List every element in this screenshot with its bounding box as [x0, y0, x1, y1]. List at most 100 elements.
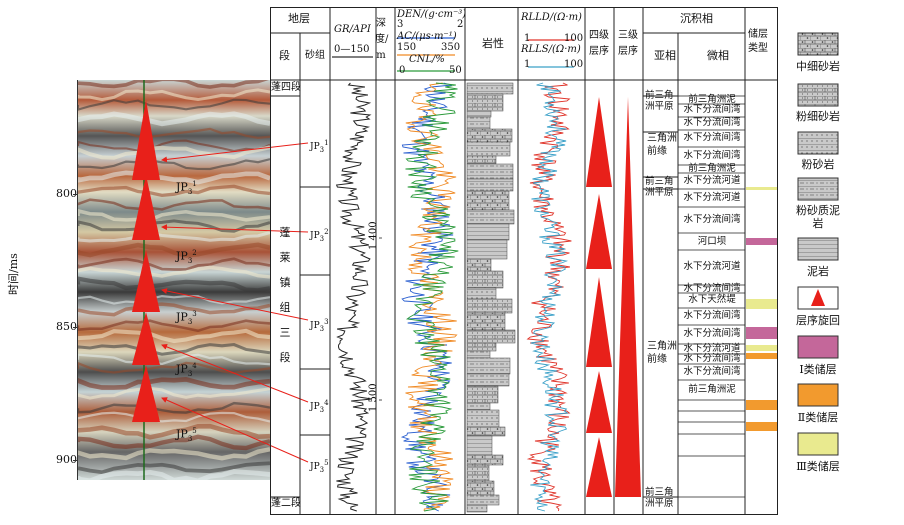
header-rlld-max: 100	[564, 33, 584, 44]
fourth-order-triangle-4	[586, 371, 612, 433]
legend-swatch-silt	[797, 131, 839, 155]
subfacies-4: 三角洲前缘	[647, 341, 677, 365]
stratum-member: 蓬莱镇组三段	[279, 226, 291, 364]
reservoir-type2	[746, 353, 777, 359]
header-rlld: RLLD/(Ω·m)	[521, 12, 582, 23]
header-segment: 段	[279, 49, 290, 62]
lithology-bed	[466, 480, 495, 496]
gr-curve	[335, 82, 372, 512]
legend-label-4: 泥岩	[807, 265, 829, 278]
header-subfacies: 亚相	[654, 49, 676, 62]
microfacies-3: 水下分流间湾	[683, 117, 741, 128]
header-facies: 沉积相	[680, 12, 713, 25]
lithology-bed	[466, 464, 490, 482]
seismic-triangle-1	[132, 100, 160, 180]
log-panel	[270, 7, 778, 515]
seismic-panel	[78, 80, 270, 480]
lithology-bed	[466, 141, 511, 157]
reservoir-type1	[746, 238, 777, 245]
seismic-label-1: JP31	[176, 180, 197, 196]
header-rlls: RLLS/(Ω·m)	[521, 44, 581, 55]
seismic-tick-850: 850	[56, 320, 77, 333]
lithology-bed	[466, 93, 504, 112]
microfacies-9: 水下分流间湾	[683, 214, 741, 225]
seismic-triangle-4	[132, 312, 160, 365]
header-fourth-order: 四级层序	[589, 30, 609, 57]
microfacies-14: 水下分流间湾	[683, 310, 741, 321]
microfacies-11: 水下分流河道	[683, 261, 741, 272]
sand-group-3: JP33	[310, 318, 329, 333]
lithology-bed	[466, 312, 506, 331]
lithology-bed	[466, 402, 491, 411]
header-den: DEN/(g·cm⁻³)	[397, 9, 467, 20]
header-stratum: 地层	[288, 12, 310, 25]
header-gr: GR/API	[334, 24, 371, 35]
legend-swatch-silty-mud	[797, 177, 839, 201]
fourth-order-triangle-3	[586, 277, 612, 367]
microfacies-13: 水下天然堤	[688, 294, 736, 305]
subfacies-3: 前三角洲平原	[645, 176, 674, 198]
microfacies-19: 前三角洲泥	[688, 384, 736, 395]
microfacies-16: 水下分流河道	[683, 343, 741, 354]
lithology-bed	[466, 209, 515, 225]
seismic-image	[78, 80, 270, 480]
lithology-bed	[466, 504, 488, 513]
fourth-order-triangle-2	[586, 194, 612, 269]
fourth-order-triangle-1	[586, 97, 612, 187]
seismic-tick-900: 900	[56, 453, 77, 466]
microfacies-17: 水下分流间湾	[683, 353, 741, 364]
lithology-bed	[466, 223, 510, 241]
tick-mark	[73, 194, 78, 195]
seismic-triangles	[132, 100, 160, 422]
reservoir-type3	[746, 345, 777, 351]
lithology-bed	[466, 329, 516, 344]
lithology-bed	[466, 110, 492, 118]
lithology-bed	[466, 270, 504, 289]
stratum-top: 蓬四段	[271, 82, 301, 93]
reservoir-type1	[746, 327, 777, 339]
microfacies-18: 水下分流间湾	[683, 366, 741, 377]
seismic-label-3: JP33	[176, 310, 197, 326]
reservoir-type2	[746, 422, 777, 431]
lithology-bed	[466, 239, 508, 260]
seismic-label-4: JP34	[176, 362, 197, 378]
legend-label-0: 中细砂岩	[796, 60, 840, 73]
lithology-bed	[466, 82, 514, 95]
header-den-max: 2	[457, 19, 464, 30]
header-reservoir-type: 储层类型	[748, 29, 768, 54]
header-ac-max: 350	[441, 42, 461, 53]
subfacies-2: 三角洲前缘	[647, 133, 677, 157]
lithology-bed	[466, 373, 510, 387]
fourth-order-triangle-5	[586, 437, 612, 497]
legend-swatch-type1	[797, 335, 839, 359]
third-order-triangle	[615, 97, 641, 497]
subfacies-5: 前三角洲平原	[645, 487, 674, 509]
header-rlls-max: 100	[564, 59, 584, 70]
legend-label-3: 粉砂质泥岩	[796, 204, 840, 230]
lithology-bed	[466, 342, 497, 352]
header-microfacies: 微相	[707, 49, 729, 62]
reservoir-type2	[746, 400, 777, 410]
depth-tick-1400: 1 400	[368, 221, 379, 250]
microfacies-4: 水下分流间湾	[683, 132, 741, 143]
rlld-curve	[526, 82, 572, 512]
microfacies-7: 水下分流河道	[683, 175, 741, 186]
lithology-bed	[466, 163, 514, 180]
legend-triangle-icon	[811, 289, 825, 306]
lithology-bed	[466, 350, 491, 359]
cnl-curve	[405, 82, 459, 512]
lithology-bed	[466, 116, 491, 130]
legend-swatch-type2	[797, 383, 839, 407]
lithology-bed	[466, 128, 513, 143]
seismic-tick-800: 800	[56, 187, 77, 200]
seismic-label-5: JP35	[176, 427, 197, 443]
header-rlls-min: 1	[524, 59, 531, 70]
header-den-min: 3	[397, 19, 404, 30]
microfacies-2: 水下分流间湾	[683, 104, 741, 115]
legend-swatch-sand-fine	[797, 83, 839, 107]
lithology-bed	[466, 258, 492, 272]
reservoir-type3	[746, 299, 777, 309]
sand-group-1: JP31	[310, 139, 329, 154]
header-third-order: 三级层序	[618, 30, 638, 57]
seismic-label-2: JP32	[176, 249, 197, 265]
